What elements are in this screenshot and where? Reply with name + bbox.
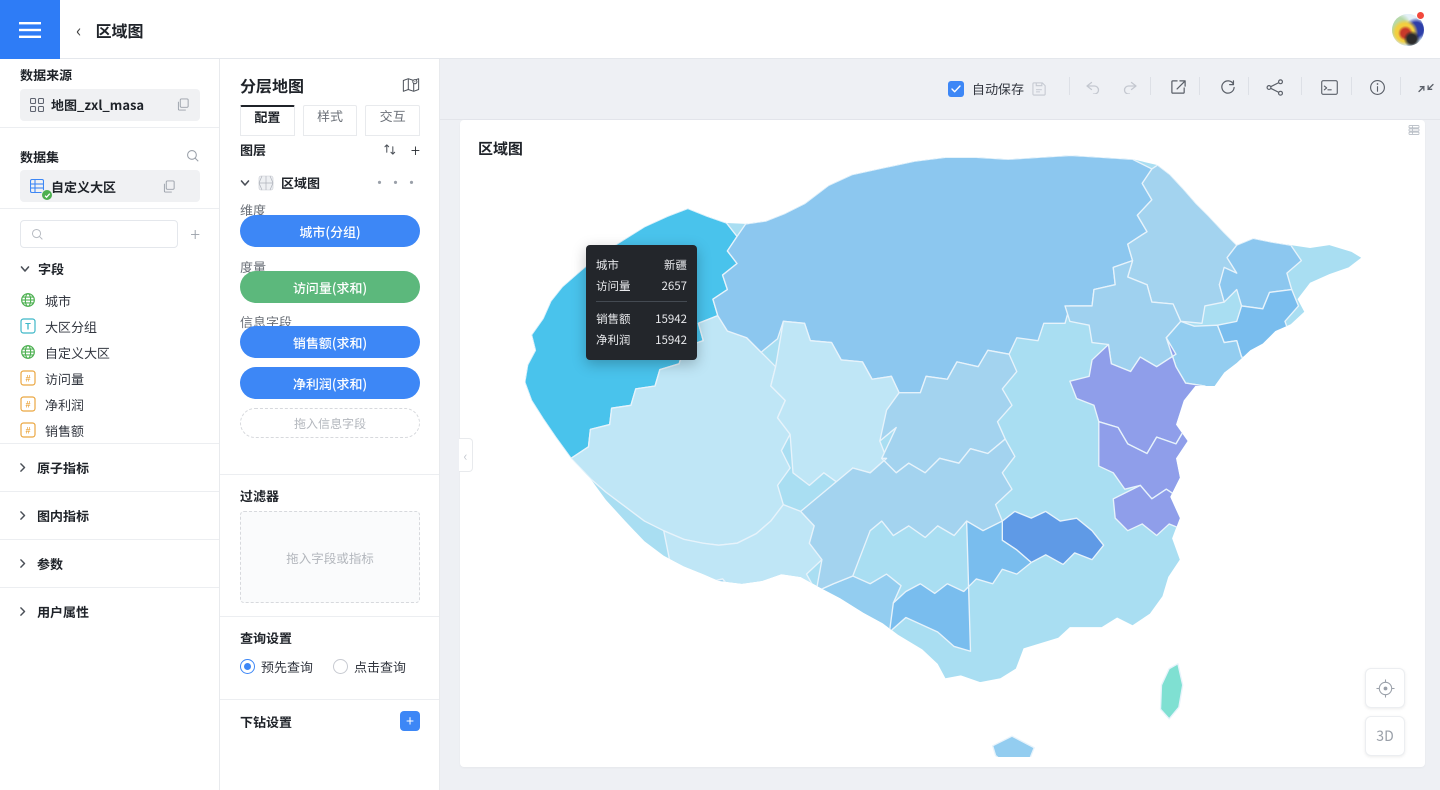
svg-text:T: T — [25, 321, 31, 331]
svg-text:#: # — [25, 399, 30, 409]
svg-text:#: # — [25, 425, 30, 435]
svg-text:#: # — [25, 373, 30, 383]
